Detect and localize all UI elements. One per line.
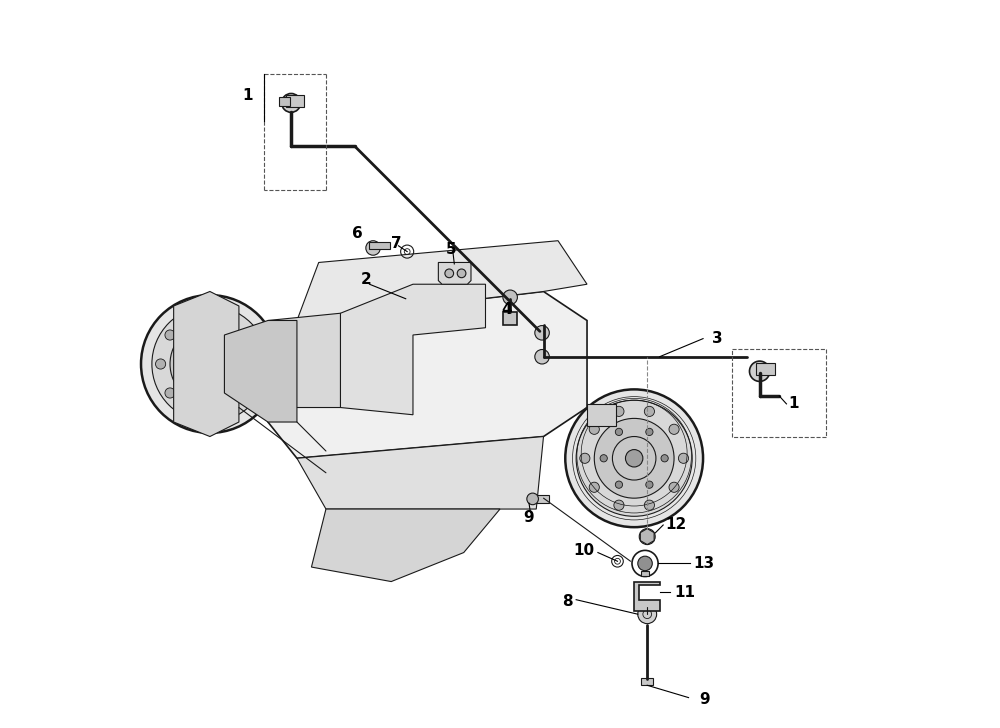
Circle shape bbox=[445, 269, 454, 277]
Text: 12: 12 bbox=[665, 518, 687, 532]
Text: 11: 11 bbox=[674, 585, 695, 600]
Polygon shape bbox=[340, 284, 485, 415]
Circle shape bbox=[580, 454, 590, 463]
Circle shape bbox=[222, 334, 229, 341]
Circle shape bbox=[237, 360, 244, 368]
Circle shape bbox=[222, 387, 229, 394]
Circle shape bbox=[245, 330, 255, 340]
Bar bbox=[587, 404, 616, 426]
Text: 4: 4 bbox=[501, 302, 512, 317]
Polygon shape bbox=[297, 437, 544, 509]
Circle shape bbox=[165, 388, 175, 398]
Text: 1: 1 bbox=[242, 88, 253, 103]
Text: 1: 1 bbox=[789, 396, 799, 411]
Polygon shape bbox=[640, 529, 654, 545]
Polygon shape bbox=[634, 582, 660, 611]
Circle shape bbox=[600, 455, 607, 462]
Circle shape bbox=[638, 556, 652, 571]
Circle shape bbox=[220, 312, 230, 323]
Circle shape bbox=[201, 355, 219, 373]
Circle shape bbox=[170, 324, 250, 404]
Circle shape bbox=[190, 312, 200, 323]
Circle shape bbox=[644, 500, 654, 510]
Circle shape bbox=[141, 295, 279, 433]
Circle shape bbox=[191, 334, 198, 341]
Circle shape bbox=[457, 269, 466, 277]
Bar bbox=[503, 312, 517, 325]
Circle shape bbox=[615, 481, 623, 488]
Polygon shape bbox=[253, 313, 340, 408]
Circle shape bbox=[661, 455, 668, 462]
Circle shape bbox=[565, 389, 703, 527]
Circle shape bbox=[576, 400, 692, 516]
Bar bbox=[239, 353, 268, 375]
Circle shape bbox=[646, 428, 653, 435]
Circle shape bbox=[156, 359, 166, 369]
Circle shape bbox=[594, 419, 674, 498]
Circle shape bbox=[669, 482, 679, 492]
Circle shape bbox=[678, 454, 689, 463]
Circle shape bbox=[749, 361, 770, 381]
Circle shape bbox=[165, 330, 175, 340]
Polygon shape bbox=[268, 291, 587, 459]
Circle shape bbox=[535, 349, 549, 364]
Circle shape bbox=[669, 424, 679, 435]
Circle shape bbox=[625, 450, 643, 467]
Circle shape bbox=[190, 405, 200, 416]
Polygon shape bbox=[174, 291, 239, 437]
Polygon shape bbox=[438, 263, 471, 284]
Circle shape bbox=[220, 405, 230, 416]
Circle shape bbox=[614, 500, 624, 510]
Circle shape bbox=[646, 481, 653, 488]
Text: 2: 2 bbox=[361, 272, 372, 287]
Polygon shape bbox=[224, 320, 297, 422]
Bar bbox=[756, 363, 775, 375]
Circle shape bbox=[527, 493, 538, 505]
Text: 3: 3 bbox=[712, 331, 723, 346]
Circle shape bbox=[639, 529, 655, 545]
Circle shape bbox=[503, 290, 517, 304]
Circle shape bbox=[589, 482, 599, 492]
Bar bbox=[286, 95, 304, 106]
Text: 9: 9 bbox=[524, 510, 534, 525]
Text: 7: 7 bbox=[391, 236, 402, 251]
Text: 10: 10 bbox=[573, 543, 594, 558]
Circle shape bbox=[638, 605, 657, 624]
Circle shape bbox=[614, 406, 624, 416]
Polygon shape bbox=[311, 509, 500, 582]
Bar bbox=[279, 97, 290, 106]
Text: 5: 5 bbox=[445, 242, 456, 257]
Bar bbox=[529, 494, 549, 503]
Circle shape bbox=[589, 424, 599, 435]
Bar bbox=[369, 242, 390, 250]
Circle shape bbox=[535, 325, 549, 340]
Circle shape bbox=[191, 387, 198, 394]
Polygon shape bbox=[297, 241, 587, 320]
Circle shape bbox=[282, 93, 301, 112]
Circle shape bbox=[245, 388, 255, 398]
Circle shape bbox=[176, 360, 183, 368]
Bar bbox=[641, 678, 653, 685]
Bar bbox=[641, 571, 649, 577]
Circle shape bbox=[152, 306, 268, 422]
Circle shape bbox=[254, 359, 264, 369]
Text: 9: 9 bbox=[699, 692, 710, 708]
Text: 8: 8 bbox=[562, 594, 573, 609]
Circle shape bbox=[366, 241, 380, 256]
Text: 6: 6 bbox=[352, 226, 363, 241]
Circle shape bbox=[644, 406, 654, 416]
Circle shape bbox=[615, 428, 623, 435]
Text: 13: 13 bbox=[693, 556, 714, 571]
